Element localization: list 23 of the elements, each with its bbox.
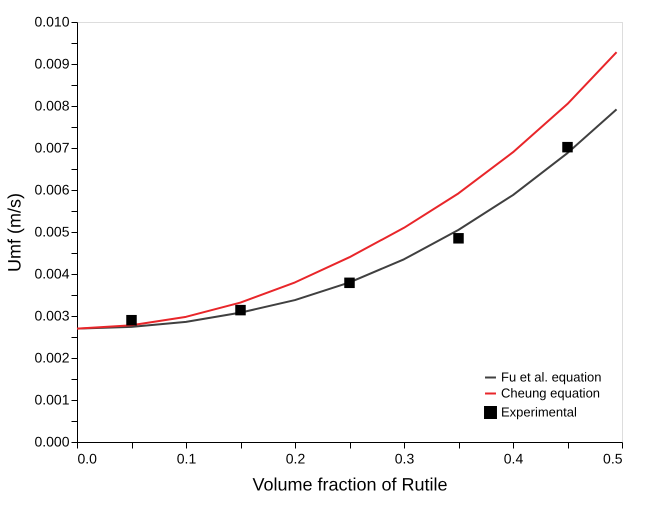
legend-label: Experimental (501, 404, 577, 420)
x-tick-label: 0.4 (504, 450, 524, 466)
legend-label: Fu et al. equation (501, 370, 602, 384)
y-tick-label: 0.010 (34, 14, 70, 30)
y-tick-label: 0.007 (34, 140, 70, 156)
y-tick-label: 0.001 (34, 392, 70, 408)
y-tick-label: 0.003 (34, 308, 70, 324)
y-tick-label: 0.006 (34, 182, 70, 198)
x-tick-label: 0.0 (78, 450, 98, 466)
x-tick-label: 0.1 (176, 450, 196, 466)
y-tick-label: 0.002 (34, 350, 70, 366)
y-tick-label: 0.000 (34, 434, 70, 450)
y-tick-label: 0.004 (34, 266, 70, 282)
y-tick-label: 0.008 (34, 98, 70, 114)
y-tick-label: 0.005 (34, 224, 70, 240)
x-tick-label: 0.5 (603, 450, 623, 466)
y-tick-label: 0.009 (34, 56, 70, 72)
line-series (76, 51, 618, 330)
y-axis-title: Umf (m/s) (4, 193, 24, 272)
x-axis-title: Volume fraction of Rutile (252, 474, 448, 494)
x-tick-label: 0.2 (286, 450, 306, 466)
x-tick-label: 0.3 (394, 450, 414, 466)
legend-label: Cheung equation (501, 386, 600, 400)
